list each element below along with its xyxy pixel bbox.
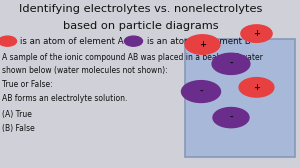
Text: A sample of the ionic compound AB was placed in a beaker of water: A sample of the ionic compound AB was pl…: [2, 53, 263, 62]
Text: True or False:: True or False:: [2, 80, 53, 89]
Text: +: +: [199, 40, 206, 49]
Circle shape: [185, 35, 220, 54]
Text: +: +: [253, 29, 260, 38]
Text: is an atom of element B: is an atom of element B: [147, 37, 251, 46]
Text: shown below (water molecules not shown):: shown below (water molecules not shown):: [2, 66, 168, 75]
FancyBboxPatch shape: [184, 39, 295, 157]
Text: -: -: [229, 59, 233, 68]
Text: based on particle diagrams: based on particle diagrams: [63, 21, 219, 31]
Text: -: -: [229, 113, 233, 122]
Text: +: +: [253, 83, 260, 92]
Text: AB forms an electrolyte solution.: AB forms an electrolyte solution.: [2, 94, 128, 103]
Circle shape: [124, 36, 142, 46]
Circle shape: [212, 53, 250, 74]
Circle shape: [0, 36, 16, 46]
Text: (B) False: (B) False: [2, 124, 35, 133]
Circle shape: [241, 25, 272, 42]
Text: is an atom of element A: is an atom of element A: [20, 37, 123, 46]
Circle shape: [182, 81, 220, 102]
Text: Identifying electrolytes vs. nonelectrolytes: Identifying electrolytes vs. nonelectrol…: [19, 4, 263, 14]
Circle shape: [239, 78, 274, 97]
Text: -: -: [199, 87, 203, 96]
Circle shape: [213, 108, 249, 128]
Text: (A) True: (A) True: [2, 110, 32, 119]
